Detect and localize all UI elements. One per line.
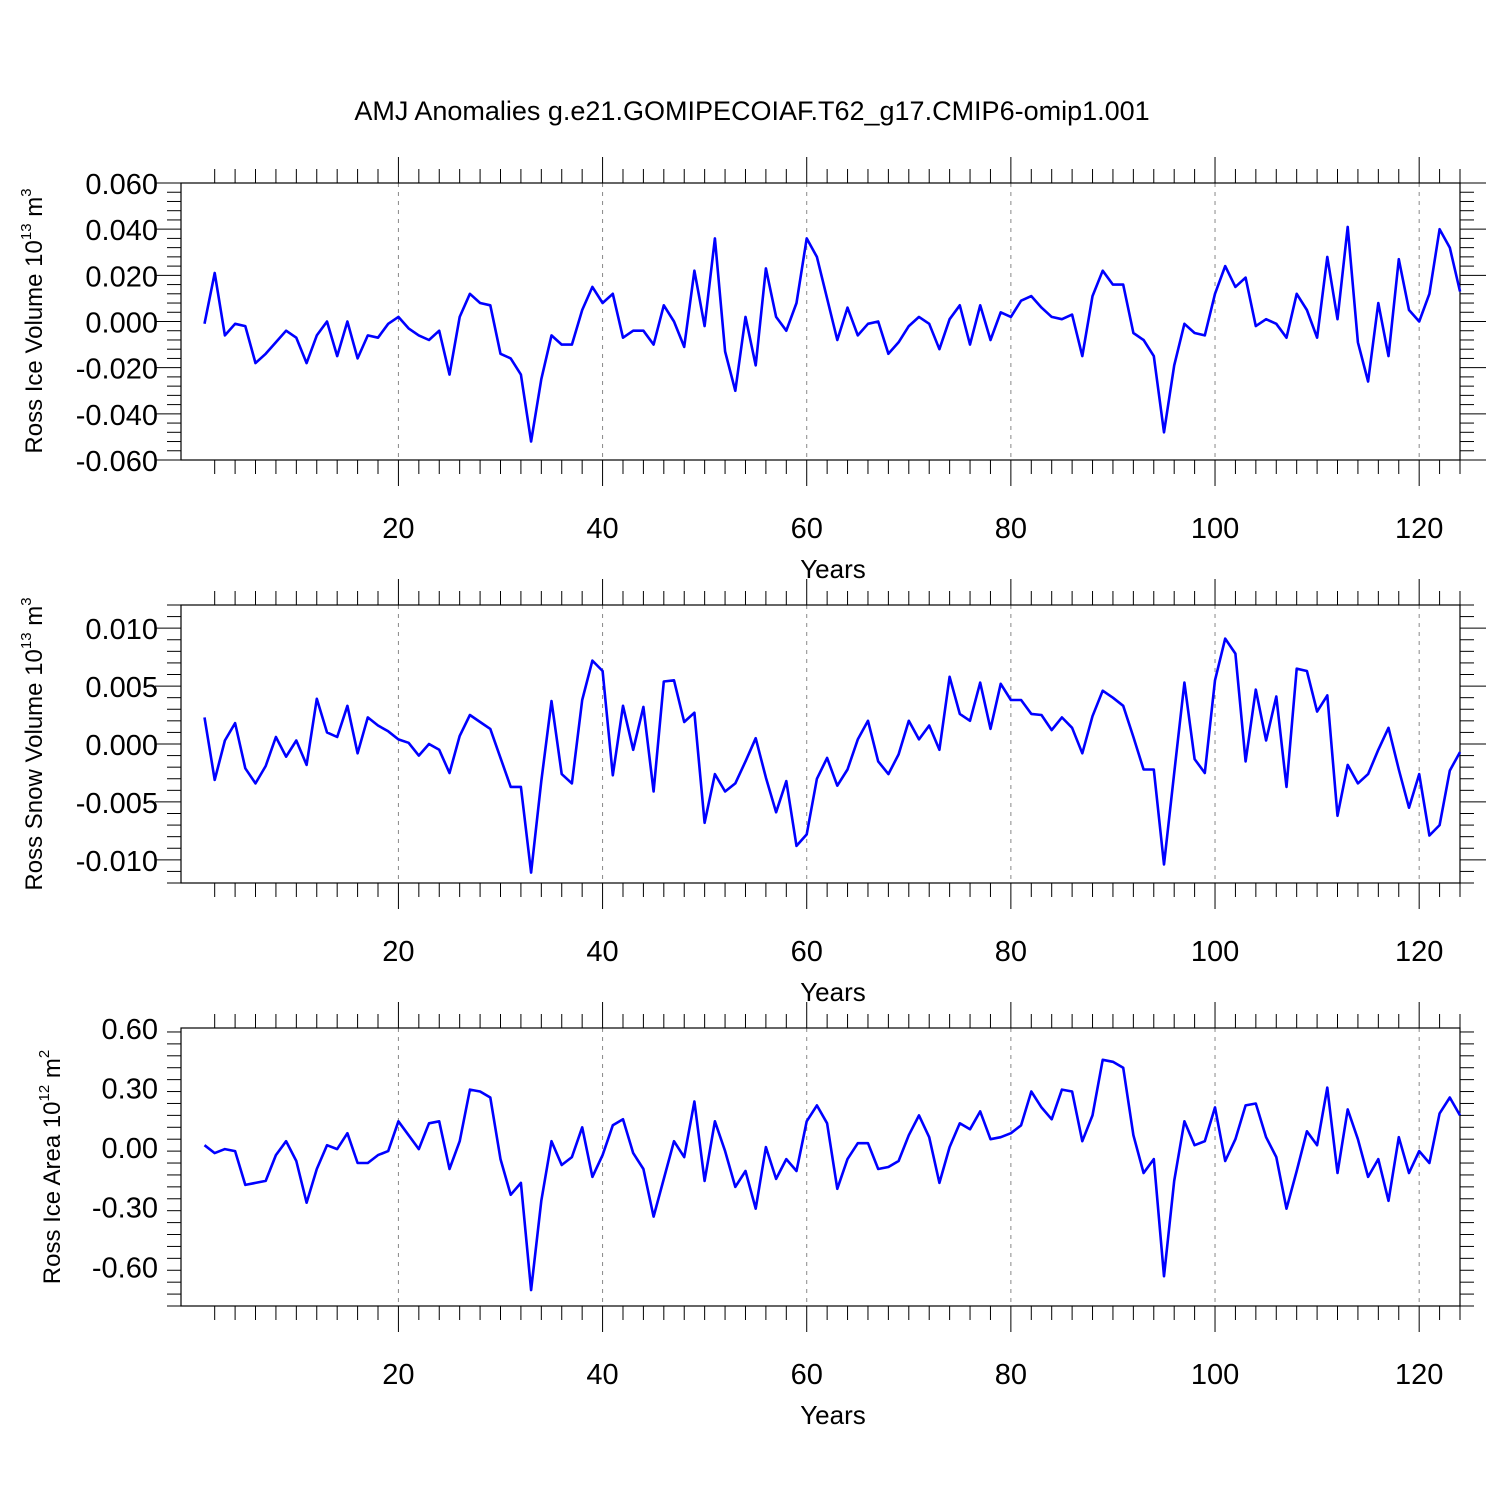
y-tick-label: -0.020 [76,354,158,386]
x-tick-label: 40 [586,1359,618,1391]
x-tick-label: 60 [791,1359,823,1391]
panel-snow-volume: Ross Snow Volume 1013 m3 Years 20 40 60 80 1… [18,579,1486,1007]
y-axis-label-unit-exp: 3 [18,188,35,196]
x-tick-label: 60 [791,936,823,968]
x-tick-label: 100 [1191,1359,1239,1391]
y-tick-label: -0.040 [76,400,158,432]
plot-frame [180,1027,1461,1307]
y-tick-label: 0.30 [102,1074,158,1106]
x-axis-label: Years [800,554,866,584]
x-tick-label: 120 [1395,936,1443,968]
x-axis-label: Years [800,977,866,1007]
panel-ice-volume: Ross Ice Volume 1013 m3 Years 20 40 60 80 10… [18,157,1486,584]
y-axis-label-exp: 12 [36,1085,53,1102]
y-tick-label: 0.060 [85,169,158,201]
x-tick-label: 20 [382,1359,414,1391]
y-axis-label-main: Ross Ice Area 10 [39,1101,66,1284]
y-axis-label: Ross Ice Volume 1013 m3 [18,188,48,453]
y-tick-label: 0.040 [85,215,158,247]
figure-title: AMJ Anomalies g.e21.GOMIPECOIAF.T62_g17.… [354,96,1149,126]
y-tick-label: -0.30 [92,1193,158,1225]
y-axis-label-main: Ross Ice Volume 10 [21,240,48,453]
x-tick-label: 80 [995,1359,1027,1391]
series-line [203,225,1462,443]
y-axis-label-spacer [39,1078,66,1085]
y-axis-label-unit: m [39,1058,66,1078]
y-axis-label-unit-exp: 3 [18,597,35,605]
x-tick-label: 100 [1191,936,1239,968]
y-tick-label: 0.020 [85,261,158,293]
x-tick-label: 60 [791,513,823,545]
series-line [203,1058,1462,1292]
panel-ice-area: Ross Ice Area 1012 m2 Years 20 40 60 80 100 1… [36,1002,1474,1430]
x-tick-label: 80 [995,936,1027,968]
y-tick-label: -0.60 [92,1252,158,1284]
plot-frame [180,604,1461,884]
x-tick-label: 40 [586,936,618,968]
y-axis-label-unit-exp: 2 [36,1050,53,1058]
y-axis-label-spacer [21,626,48,633]
y-axis-label-unit: m [21,197,48,217]
y-axis-label-unit: m [21,606,48,626]
y-axis-label: Ross Ice Area 1012 m2 [36,1050,66,1284]
y-axis-label-spacer [21,217,48,224]
x-tick-label: 20 [382,513,414,545]
y-tick-label: 0.00 [102,1133,158,1165]
y-tick-label: 0.005 [85,672,158,704]
x-tick-label: 120 [1395,1359,1443,1391]
y-tick-label: 0.60 [102,1014,158,1046]
y-axis-label-main: Ross Snow Volume 10 [21,649,48,890]
series-line [203,637,1462,874]
y-tick-label: -0.060 [76,446,158,478]
x-tick-label: 20 [382,936,414,968]
y-tick-label: 0.000 [85,308,158,340]
y-tick-label: 0.000 [85,730,158,762]
y-axis-label-exp: 13 [18,632,35,649]
y-axis-label-exp: 13 [18,223,35,240]
y-axis-label: Ross Snow Volume 1013 m3 [18,597,48,890]
y-tick-label: -0.010 [76,846,158,878]
y-tick-label: -0.005 [76,788,158,820]
x-axis-label: Years [800,1400,866,1430]
x-tick-label: 100 [1191,513,1239,545]
x-tick-label: 120 [1395,513,1443,545]
y-tick-label: 0.010 [85,614,158,646]
x-tick-label: 80 [995,513,1027,545]
x-tick-label: 40 [586,513,618,545]
